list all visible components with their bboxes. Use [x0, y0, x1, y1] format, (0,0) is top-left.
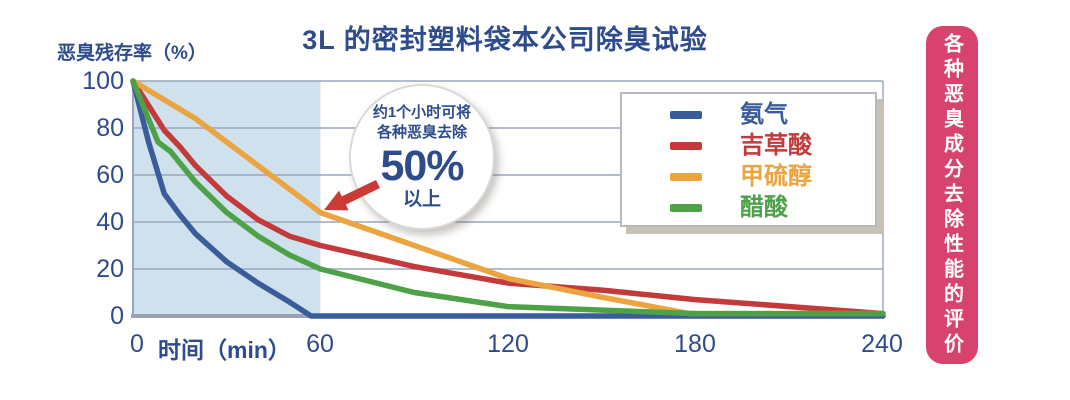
x-axis-unit-label: 时间（min）: [158, 337, 291, 363]
legend-item-valeric-acid: 吉草酸: [670, 130, 875, 161]
legend-label-valeric-acid: 吉草酸: [740, 131, 812, 159]
legend-label-acetic-acid: 醋酸: [740, 193, 788, 221]
y-tick-60: 60: [96, 161, 124, 189]
callout-bubble-50-percent: 约1个小时可将 各种恶臭去除 50% 以上: [349, 84, 495, 230]
callout-line-1: 约1个小时可将: [372, 104, 472, 121]
legend-item-ammonia: 氨气: [670, 99, 875, 130]
x-tick-180: 180: [674, 330, 716, 358]
x-tick-120: 120: [487, 330, 529, 358]
callout-line-2: 各种恶臭去除: [376, 124, 467, 141]
x-tick-0: 0: [130, 330, 144, 358]
legend-item-acetic-acid: 醋酸: [670, 192, 875, 223]
y-tick-20: 20: [96, 255, 124, 283]
evaluation-banner: 各种恶臭成分去除性能的评价: [926, 26, 978, 364]
acetic-acid-line-swatch: [670, 203, 702, 212]
valeric-acid-line-swatch: [670, 141, 702, 150]
legend-item-methyl-mercaptan: 甲硫醇: [670, 161, 875, 192]
y-tick-80: 80: [96, 114, 124, 142]
y-tick-40: 40: [96, 208, 124, 236]
callout-big-value: 50%: [380, 142, 464, 190]
ammonia-line-swatch: [670, 110, 702, 119]
callout-line-3: 以上: [402, 189, 441, 210]
y-axis-label: 恶臭残存率（%）: [57, 43, 207, 64]
methyl-mercaptan-line-swatch: [670, 172, 702, 181]
x-tick-60: 60: [306, 330, 334, 358]
legend-label-methyl-mercaptan: 甲硫醇: [740, 162, 812, 190]
x-tick-240: 240: [861, 330, 903, 358]
evaluation-banner-text: 各种恶臭成分去除性能的评价: [940, 32, 963, 358]
y-tick-100: 100: [82, 67, 124, 95]
chart-title: 3L 的密封塑料袋本公司除臭试验: [302, 25, 708, 55]
y-tick-0: 0: [110, 302, 124, 330]
legend-box: 氨气 吉草酸 甲硫醇 醋酸: [620, 92, 877, 227]
legend-label-ammonia: 氨气: [740, 100, 788, 128]
